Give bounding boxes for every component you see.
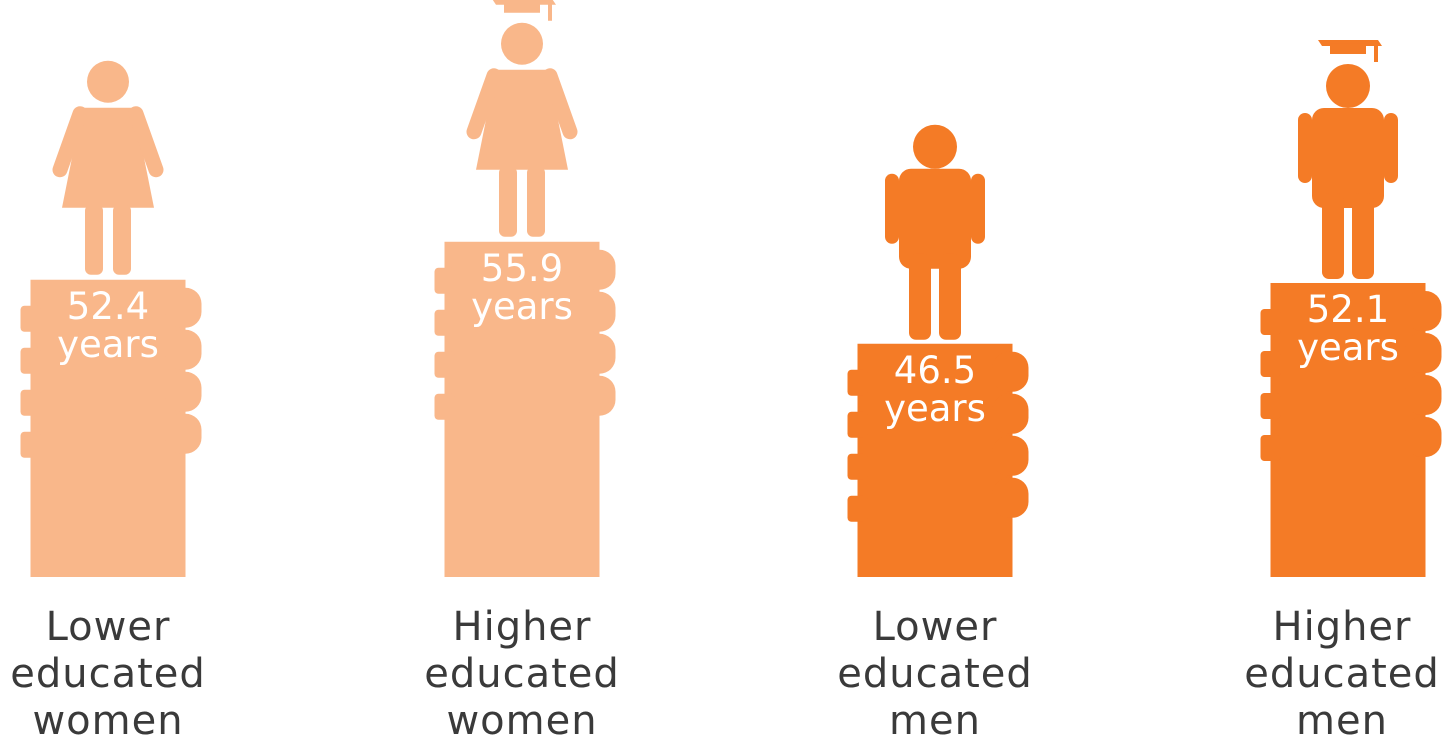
pictogram — [434, 0, 616, 577]
head — [913, 124, 957, 169]
value-label: 55.9 years — [471, 246, 573, 328]
book-edges — [20, 287, 202, 458]
arm — [885, 173, 899, 244]
book-edge — [579, 249, 616, 290]
book-edge — [847, 411, 868, 438]
value-label: 52.1 years — [1297, 287, 1399, 369]
x-tick-label: Lower educated women — [10, 604, 206, 744]
dress — [476, 69, 568, 170]
bar — [30, 279, 186, 577]
arm — [971, 173, 985, 244]
book-edge — [434, 267, 455, 294]
book-edge — [1260, 434, 1281, 461]
head — [87, 60, 129, 103]
x-tick-label: Higher educated men — [1244, 604, 1440, 744]
arm — [466, 68, 502, 140]
value-label: 46.5 years — [884, 348, 986, 430]
book-edge — [847, 369, 868, 396]
arm — [542, 68, 578, 140]
arm — [1298, 112, 1312, 183]
book-edge — [1405, 416, 1442, 457]
book-edge — [1260, 392, 1281, 419]
pictogram — [847, 124, 1029, 577]
leg — [527, 166, 545, 237]
book-edge — [434, 309, 455, 336]
value-label: 52.4 years — [57, 284, 159, 366]
arm — [1384, 112, 1398, 183]
book-edge — [165, 287, 202, 328]
book-edge — [20, 431, 41, 458]
book-edges — [1260, 290, 1442, 461]
book-edge — [1405, 290, 1442, 331]
head — [501, 22, 543, 65]
bar — [444, 241, 600, 577]
book-edge — [1405, 332, 1442, 373]
book-edge — [165, 329, 202, 370]
bar — [1270, 282, 1426, 577]
leg — [85, 204, 103, 275]
pictogram — [20, 60, 202, 577]
x-tick-label: Higher educated women — [424, 604, 620, 744]
book-edge — [992, 435, 1029, 476]
leg — [1352, 192, 1374, 279]
book-edge — [579, 291, 616, 332]
book-edge — [579, 375, 616, 416]
leg — [1322, 192, 1344, 279]
book-edge — [1260, 308, 1281, 335]
book-edges — [434, 249, 616, 420]
book-edge — [847, 453, 868, 480]
leg — [909, 253, 931, 340]
arm — [128, 106, 164, 178]
book-edge — [165, 371, 202, 412]
cap-base — [504, 2, 540, 13]
leg — [113, 204, 131, 275]
pictogram — [1260, 39, 1442, 577]
book-edge — [20, 389, 41, 416]
book-edge — [579, 333, 616, 374]
leg — [939, 253, 961, 340]
arm — [52, 106, 88, 178]
book-edge — [847, 495, 868, 522]
leg — [499, 166, 517, 237]
bar — [857, 343, 1013, 577]
book-edge — [1260, 350, 1281, 377]
dress — [62, 107, 154, 208]
book-edge — [434, 393, 455, 420]
book-edge — [992, 477, 1029, 518]
torso — [1312, 107, 1384, 208]
head — [1326, 63, 1370, 108]
book-edge — [992, 351, 1029, 392]
x-tick-label: Lower educated men — [837, 604, 1033, 744]
book-edge — [992, 393, 1029, 434]
cap-base — [1330, 43, 1366, 54]
book-edge — [20, 347, 41, 374]
book-edges — [847, 351, 1029, 522]
book-edge — [20, 305, 41, 332]
torso — [899, 168, 971, 269]
book-edge — [434, 351, 455, 378]
book-edge — [1405, 374, 1442, 415]
book-edge — [165, 413, 202, 454]
